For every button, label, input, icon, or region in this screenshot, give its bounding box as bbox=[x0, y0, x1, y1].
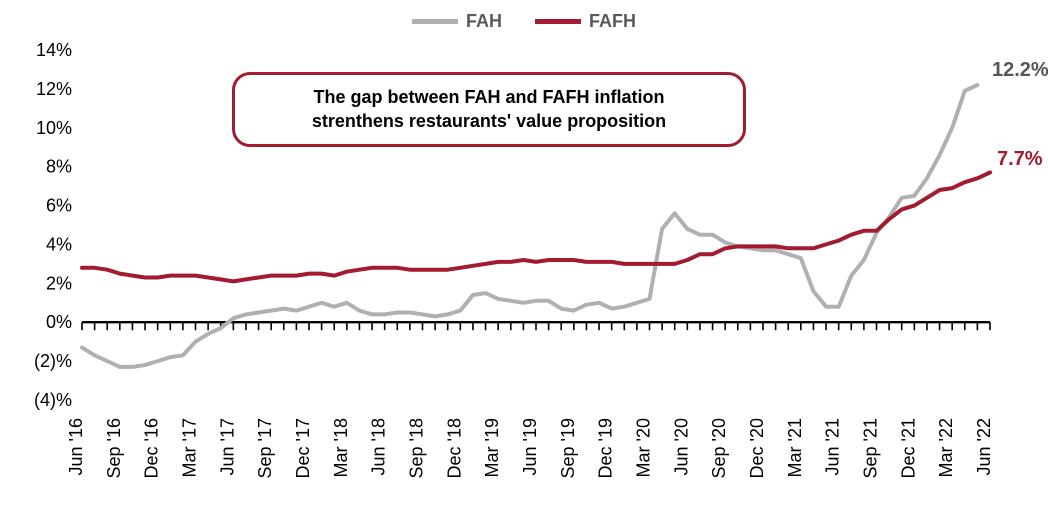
svg-text:14%: 14% bbox=[36, 40, 72, 60]
svg-text:Mar '18: Mar '18 bbox=[331, 418, 351, 477]
svg-text:Sep '19: Sep '19 bbox=[558, 418, 578, 479]
annotation-line-1: The gap between FAH and FAFH inflation bbox=[259, 85, 719, 109]
svg-text:Mar '20: Mar '20 bbox=[634, 418, 654, 477]
legend-item-fafh: FAFH bbox=[535, 11, 636, 32]
svg-text:(4)%: (4)% bbox=[34, 390, 72, 410]
svg-text:Jun '18: Jun '18 bbox=[369, 418, 389, 475]
svg-text:12%: 12% bbox=[36, 79, 72, 99]
chart-container: FAH FAFH The gap between FAH and FAFH in… bbox=[0, 0, 1048, 530]
svg-text:4%: 4% bbox=[46, 234, 72, 254]
svg-text:Jun '21: Jun '21 bbox=[823, 418, 843, 475]
svg-text:Jun '20: Jun '20 bbox=[671, 418, 691, 475]
svg-text:Sep '18: Sep '18 bbox=[407, 418, 427, 479]
svg-text:Jun '22: Jun '22 bbox=[974, 418, 994, 475]
svg-text:Sep '16: Sep '16 bbox=[104, 418, 124, 479]
annotation-callout: The gap between FAH and FAFH inflation s… bbox=[232, 72, 746, 147]
svg-text:2%: 2% bbox=[46, 273, 72, 293]
legend-label-fah: FAH bbox=[466, 11, 502, 32]
legend-swatch-fafh bbox=[535, 19, 581, 24]
svg-text:Mar '19: Mar '19 bbox=[482, 418, 502, 477]
svg-text:(2)%: (2)% bbox=[34, 351, 72, 371]
legend-label-fafh: FAFH bbox=[589, 11, 636, 32]
svg-text:10%: 10% bbox=[36, 118, 72, 138]
svg-text:Dec '19: Dec '19 bbox=[596, 418, 616, 478]
svg-text:Sep '21: Sep '21 bbox=[861, 418, 881, 479]
end-label-fafh: 7.7% bbox=[997, 148, 1043, 171]
svg-text:Jun '16: Jun '16 bbox=[66, 418, 86, 475]
legend: FAH FAFH bbox=[0, 8, 1048, 32]
svg-text:Dec '20: Dec '20 bbox=[747, 418, 767, 478]
svg-text:Sep '17: Sep '17 bbox=[255, 418, 275, 479]
annotation-line-2: strenthens restaurants' value propositio… bbox=[259, 109, 719, 133]
svg-text:Dec '16: Dec '16 bbox=[142, 418, 162, 478]
svg-text:Jun '19: Jun '19 bbox=[520, 418, 540, 475]
svg-text:Mar '22: Mar '22 bbox=[936, 418, 956, 477]
legend-item-fah: FAH bbox=[412, 11, 502, 32]
svg-text:Jun '17: Jun '17 bbox=[217, 418, 237, 475]
end-label-fah: 12.2% bbox=[992, 59, 1048, 82]
svg-text:Dec '18: Dec '18 bbox=[444, 418, 464, 478]
svg-text:Mar '17: Mar '17 bbox=[180, 418, 200, 477]
svg-text:6%: 6% bbox=[46, 196, 72, 216]
svg-text:Dec '17: Dec '17 bbox=[293, 418, 313, 478]
svg-text:Mar '21: Mar '21 bbox=[785, 418, 805, 477]
svg-text:Sep '20: Sep '20 bbox=[709, 418, 729, 479]
svg-text:Dec '21: Dec '21 bbox=[898, 418, 918, 478]
svg-text:0%: 0% bbox=[46, 312, 72, 332]
legend-swatch-fah bbox=[412, 19, 458, 24]
svg-text:8%: 8% bbox=[46, 157, 72, 177]
